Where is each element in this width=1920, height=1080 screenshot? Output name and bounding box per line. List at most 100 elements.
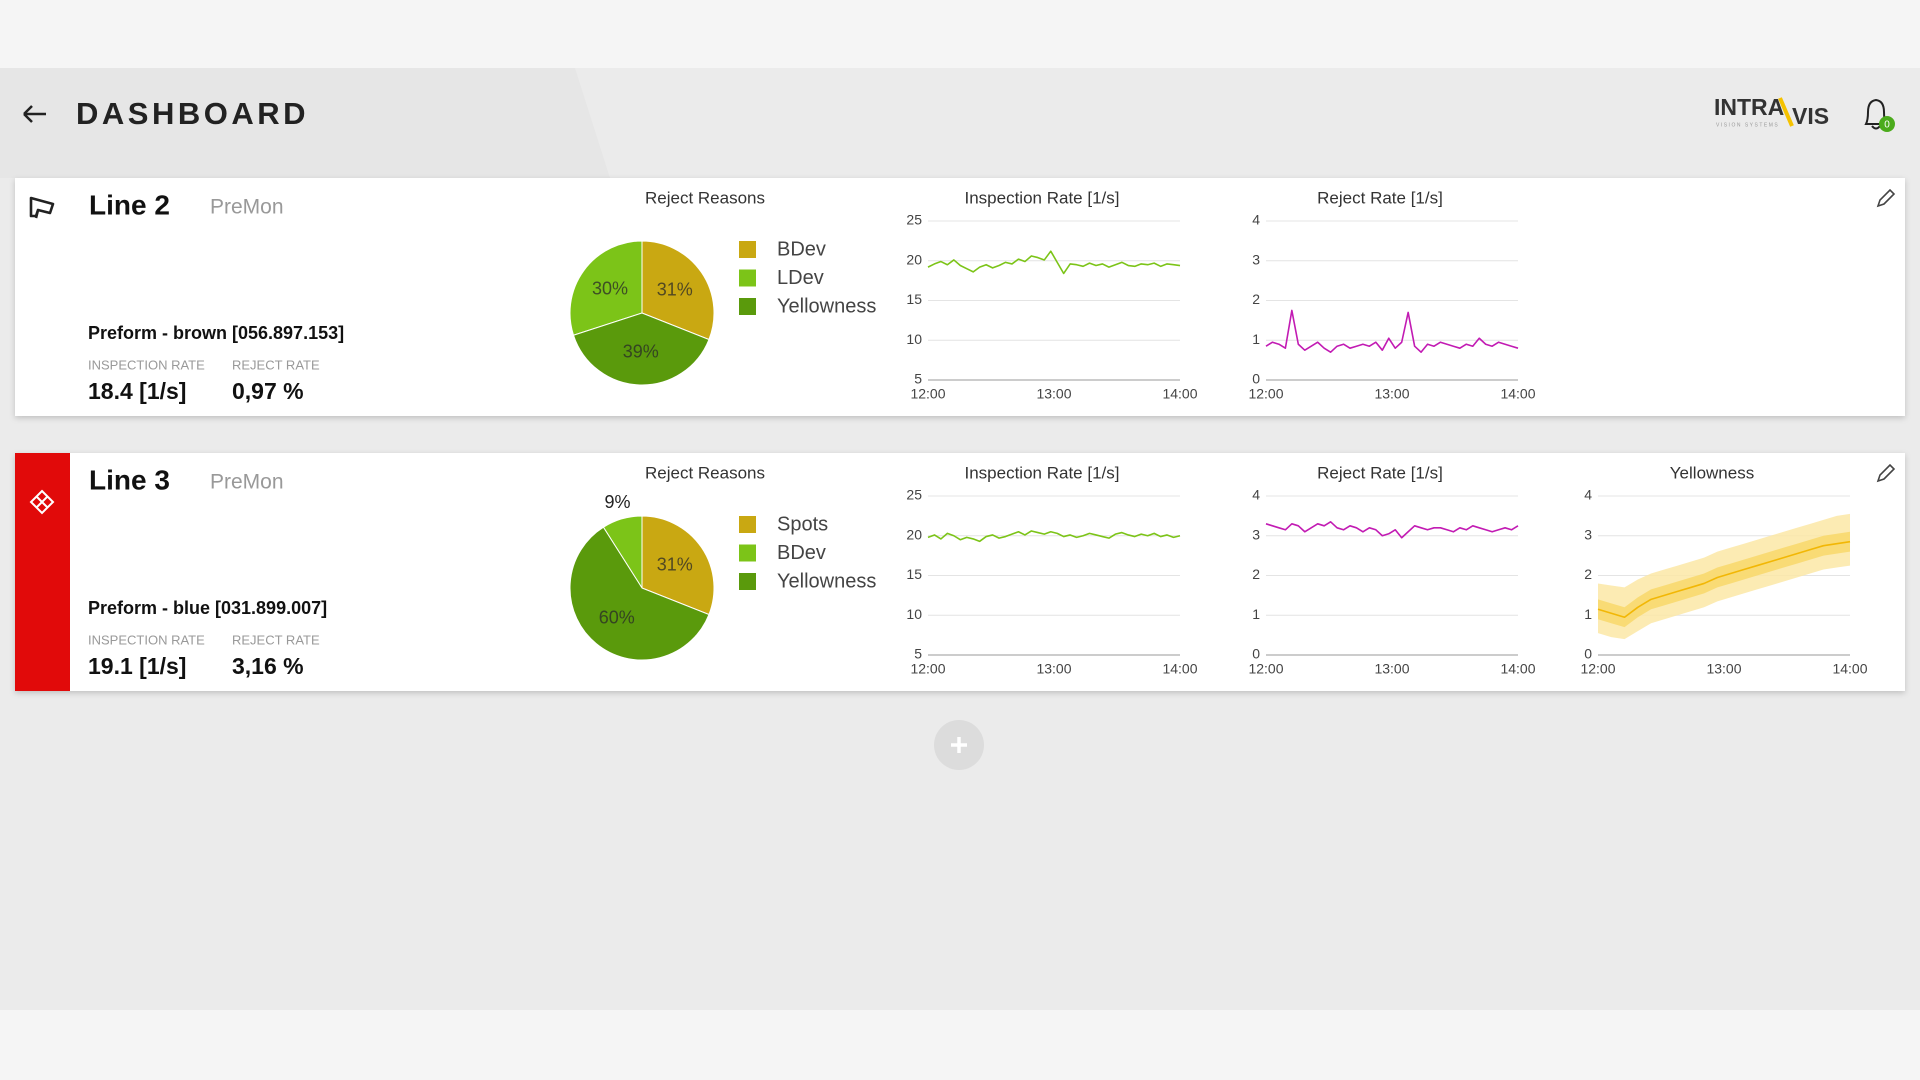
stat-label: INSPECTION RATE <box>88 357 205 372</box>
legend-swatch <box>739 241 756 258</box>
band <box>1598 531 1850 628</box>
y-tick-label: 4 <box>1584 487 1592 503</box>
pie-chart: Reject Reasons 31% BDev 30% LDev 39% Yellownes… <box>569 188 876 386</box>
stat-value: 0,97 % <box>232 378 304 404</box>
line-chart: Yellowness 0 1 2 3 4 12:00 13:00 14:00 <box>1580 463 1867 676</box>
x-tick-label: 14:00 <box>1500 386 1535 402</box>
line-name: Line 2 <box>89 189 170 220</box>
alarm-strip <box>15 453 70 691</box>
x-tick-label: 14:00 <box>1500 661 1535 677</box>
pie-slice <box>569 526 710 661</box>
pie-slice <box>641 515 715 616</box>
notification-count[interactable]: 0 <box>1884 120 1890 131</box>
chart-title: Yellowness <box>1670 463 1754 482</box>
x-tick-label: 12:00 <box>910 386 945 402</box>
y-tick-label: 10 <box>906 331 922 347</box>
legend-swatch <box>739 269 756 287</box>
legend-label: Spots <box>777 513 828 535</box>
legend-swatch <box>739 516 756 533</box>
x-tick-label: 12:00 <box>1580 661 1615 677</box>
y-tick-label: 2 <box>1252 566 1260 582</box>
alarm-icon <box>29 489 55 515</box>
x-tick-label: 12:00 <box>1248 386 1283 402</box>
y-tick-label: 5 <box>914 646 922 662</box>
y-tick-label: 3 <box>1252 251 1260 267</box>
x-tick-label: 13:00 <box>1036 661 1071 677</box>
y-tick-label: 20 <box>906 526 922 542</box>
pie-label: 31% <box>657 279 693 299</box>
chart-title: Reject Reasons <box>645 188 765 207</box>
add-plus[interactable] <box>951 737 967 753</box>
y-tick-label: 2 <box>1252 291 1260 307</box>
y-tick-label: 1 <box>1584 606 1592 622</box>
stat-label: REJECT RATE <box>232 357 320 372</box>
logo-accent: VIS <box>1792 103 1829 129</box>
line-name: Line 3 <box>89 464 170 495</box>
logo: INTRA VIS VISION SYSTEMS <box>1714 94 1829 129</box>
y-tick-label: 5 <box>914 371 922 387</box>
pie-label: 39% <box>623 341 659 361</box>
y-tick-label: 15 <box>906 291 922 307</box>
stat-label: INSPECTION RATE <box>88 632 205 647</box>
line-chart: Inspection Rate [1/s] 5 10 15 20 25 12:00 13:00… <box>906 463 1197 676</box>
legend-label: Yellowness <box>777 570 876 592</box>
chart-title: Reject Reasons <box>645 463 765 482</box>
x-tick-label: 14:00 <box>1162 386 1197 402</box>
series-line <box>1265 521 1519 539</box>
y-tick-label: 2 <box>1584 566 1592 582</box>
add-line-button[interactable] <box>934 720 984 770</box>
y-tick-label: 3 <box>1252 526 1260 542</box>
product: Preform - blue [031.899.007] <box>88 598 327 618</box>
legend-label: BDev <box>777 542 826 564</box>
pie-slice <box>641 240 715 341</box>
chart-title: Reject Rate [1/s] <box>1317 188 1443 207</box>
legend-swatch <box>739 544 756 562</box>
top-strip <box>0 0 1920 68</box>
back-arrow[interactable] <box>23 105 46 123</box>
stat-label: REJECT RATE <box>232 632 320 647</box>
stat-value: 18.4 [1/s] <box>88 378 186 404</box>
legend-label: Yellowness <box>777 295 876 317</box>
page-title: DASHBOARD <box>76 96 309 131</box>
chart-title: Reject Rate [1/s] <box>1317 463 1443 482</box>
x-tick-label: 12:00 <box>1248 661 1283 677</box>
x-tick-label: 14:00 <box>1832 661 1867 677</box>
edit-icon[interactable] <box>1876 188 1896 208</box>
pie-slice <box>569 240 643 336</box>
series-line <box>927 250 1181 275</box>
series-line <box>1265 309 1519 353</box>
y-tick-label: 1 <box>1252 606 1260 622</box>
line-chart: Reject Rate [1/s] 0 1 2 3 4 12:00 13:00 14:00 <box>1248 463 1535 676</box>
notification-badge[interactable] <box>1879 116 1895 132</box>
legend-swatch <box>739 573 756 590</box>
logo-text: INTRA <box>1714 94 1784 120</box>
series-line <box>1597 540 1851 619</box>
y-tick-label: 3 <box>1584 526 1592 542</box>
logo-slash <box>1778 97 1794 127</box>
edit-icon[interactable] <box>1876 463 1896 483</box>
notifications[interactable]: 0 <box>1864 98 1895 132</box>
product: Preform - brown [056.897.153] <box>88 323 344 343</box>
x-tick-label: 13:00 <box>1374 386 1409 402</box>
y-tick-label: 4 <box>1252 487 1260 503</box>
back-button[interactable] <box>23 105 46 123</box>
bottom-strip <box>0 1010 1920 1080</box>
legend-label: BDev <box>777 238 826 260</box>
logo-tagline: VISION SYSTEMS <box>1716 122 1779 128</box>
series-line <box>927 530 1181 543</box>
y-tick-label: 1 <box>1252 331 1260 347</box>
line-chart: Inspection Rate [1/s] 5 10 15 20 25 12:00 13:00… <box>906 188 1197 401</box>
pie-label: 30% <box>592 278 628 298</box>
line-mode: PreMon <box>210 196 284 219</box>
y-tick-label: 25 <box>906 212 922 228</box>
x-tick-label: 14:00 <box>1162 661 1197 677</box>
card-bg <box>15 178 1905 416</box>
pie-slice <box>572 312 710 386</box>
x-tick-label: 12:00 <box>910 661 945 677</box>
chart-title: Inspection Rate [1/s] <box>965 463 1120 482</box>
x-tick-label: 13:00 <box>1374 661 1409 677</box>
x-tick-label: 13:00 <box>1036 386 1071 402</box>
header-shade <box>0 68 610 178</box>
pie-label: 9% <box>604 492 630 512</box>
y-tick-label: 25 <box>906 487 922 503</box>
